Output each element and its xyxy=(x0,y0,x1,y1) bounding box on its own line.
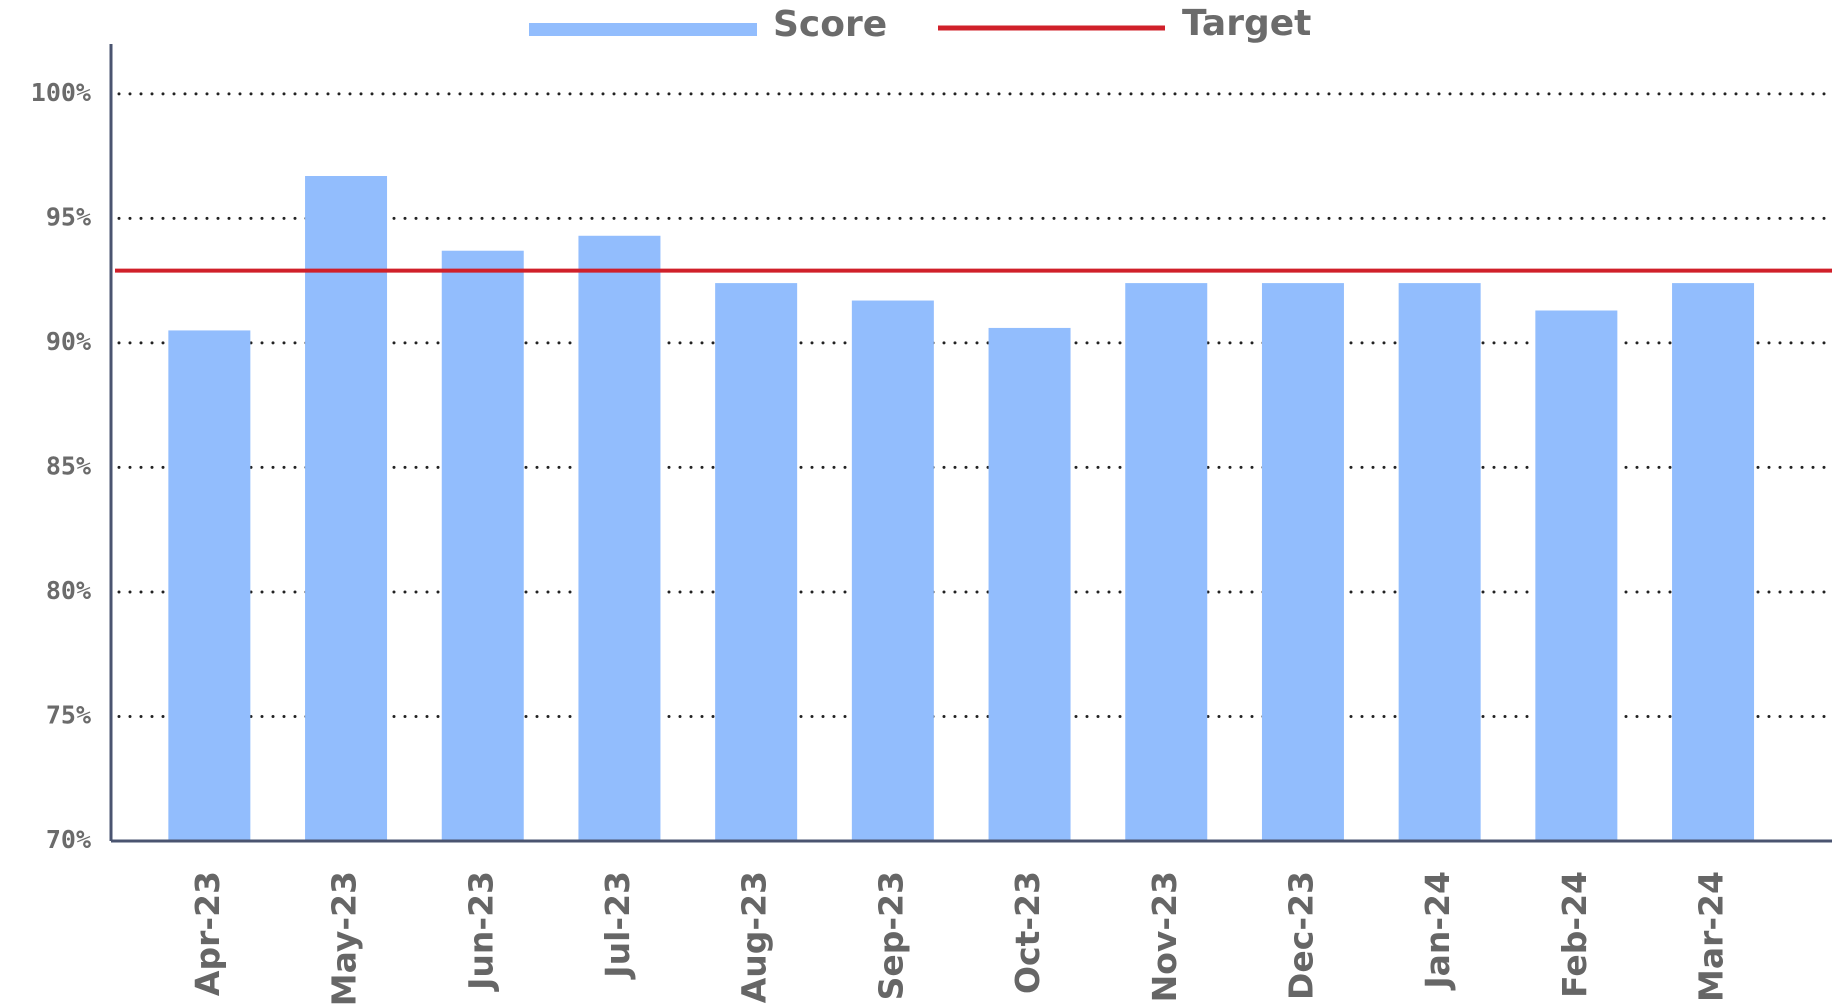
x-tick-label: Nov-23 xyxy=(1145,871,1184,1002)
x-tick-label: Aug-23 xyxy=(735,871,774,1003)
bar xyxy=(1672,283,1755,842)
y-tick-label: 100% xyxy=(31,78,91,107)
x-tick-label: Jun-23 xyxy=(461,871,500,992)
bar xyxy=(1398,283,1481,842)
bar xyxy=(578,235,661,841)
bar xyxy=(1125,283,1208,842)
y-tick-label: 80% xyxy=(46,576,91,605)
y-tick-label: 90% xyxy=(46,327,91,356)
legend-swatch xyxy=(529,23,757,36)
x-tick-label: Jul-23 xyxy=(598,871,637,980)
y-tick-label: 85% xyxy=(46,451,91,480)
x-tick-label: Dec-23 xyxy=(1281,871,1320,1000)
y-tick-label: 75% xyxy=(46,700,91,729)
bar xyxy=(851,300,934,841)
y-tick-label: 70% xyxy=(46,825,91,854)
y-tick-label: 95% xyxy=(46,202,91,231)
bar xyxy=(441,250,524,842)
x-tick-label: Feb-24 xyxy=(1555,871,1594,998)
legend-label: Target xyxy=(1182,3,1311,44)
bar xyxy=(988,327,1071,841)
x-tick-label: May-23 xyxy=(325,871,364,1006)
x-tick-label: Apr-23 xyxy=(188,871,227,996)
bar xyxy=(715,283,798,842)
x-tick-label: Jan-24 xyxy=(1418,871,1457,991)
bar xyxy=(305,176,388,842)
bar xyxy=(168,330,251,841)
bar xyxy=(1261,283,1344,842)
x-tick-label: Mar-24 xyxy=(1692,871,1731,1002)
bar xyxy=(1535,310,1618,841)
x-tick-label: Sep-23 xyxy=(871,871,910,1000)
legend-label: Score xyxy=(773,4,887,45)
x-tick-label: Oct-23 xyxy=(1008,871,1047,994)
